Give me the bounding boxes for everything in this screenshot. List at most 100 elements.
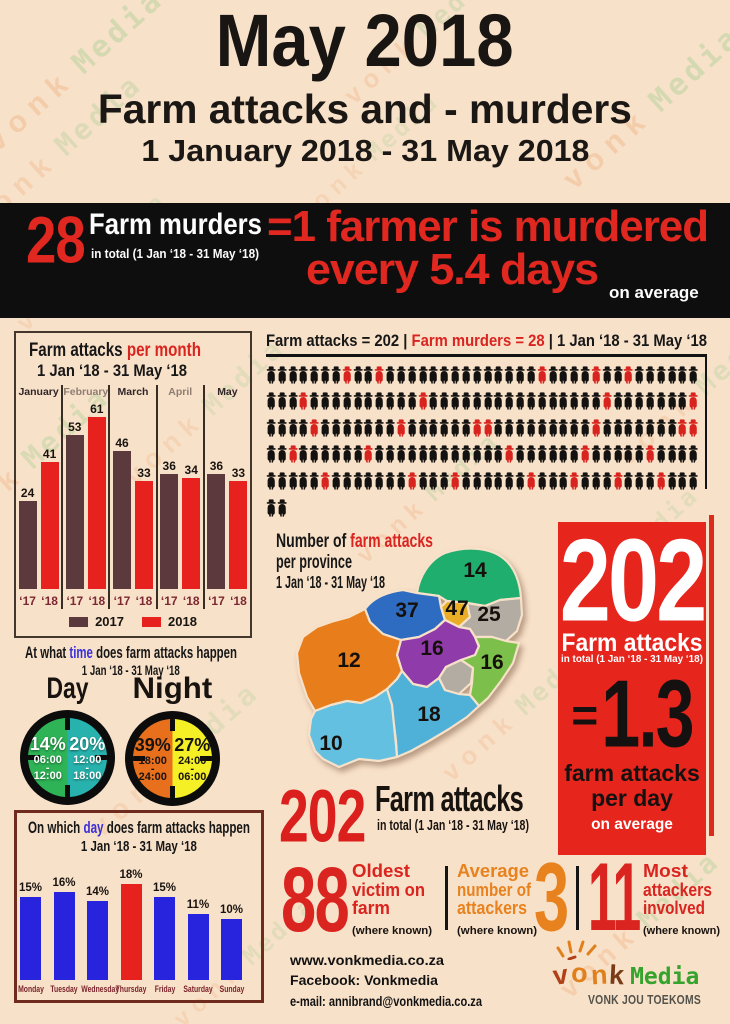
time-chart-title: At what time does farm attacks happen bbox=[0, 644, 262, 663]
attack-person-icon bbox=[472, 363, 482, 387]
pictogram-header: Farm attacks = 202 | Farm murders = 28 |… bbox=[266, 331, 707, 354]
bar-value: 33 bbox=[231, 465, 246, 480]
night-clock-label: Night bbox=[132, 672, 213, 705]
night-clock: 39% 18:00-24:00 27% 24:00-06:00 bbox=[125, 711, 220, 806]
bar-value: 46 bbox=[115, 436, 129, 450]
weekday-bar bbox=[20, 896, 41, 980]
weekday-bar bbox=[87, 901, 108, 980]
legend-item: 2018 bbox=[142, 614, 197, 629]
attack-person-icon bbox=[656, 363, 666, 387]
attack-person-icon bbox=[515, 469, 525, 493]
attack-person-icon bbox=[439, 469, 449, 493]
page-subtitle: Farm attacks and - murders bbox=[0, 89, 730, 130]
attack-person-icon bbox=[277, 469, 287, 493]
attack-person-icon bbox=[558, 469, 568, 493]
murder-person-icon bbox=[656, 469, 666, 493]
province-value-north-west: 37 bbox=[395, 599, 418, 622]
total-attacks-label: Farm attacks bbox=[375, 778, 524, 819]
stat-note: (where known) bbox=[352, 924, 433, 937]
murder-person-icon bbox=[407, 469, 417, 493]
attack-person-icon bbox=[667, 442, 677, 466]
monthly-chart-legend: 2017 2018 bbox=[16, 614, 250, 629]
stats-divider bbox=[576, 866, 579, 930]
segment-start: 24:00 bbox=[178, 755, 207, 767]
legend-label: 2017 bbox=[95, 614, 124, 629]
attack-person-icon bbox=[353, 363, 363, 387]
total-attacks-number: 202 bbox=[279, 773, 366, 858]
attack-person-icon bbox=[656, 442, 666, 466]
year-tick: ‘17 bbox=[113, 594, 131, 608]
attack-person-icon bbox=[353, 389, 363, 413]
bar-2017: 53 bbox=[65, 420, 84, 589]
stat-line: Oldest bbox=[352, 860, 410, 881]
attack-person-icon bbox=[591, 469, 601, 493]
attack-person-icon bbox=[298, 442, 308, 466]
attack-person-icon bbox=[439, 442, 449, 466]
province-value-mpumalanga: 25 bbox=[477, 603, 501, 626]
segment-percent: 27% bbox=[174, 735, 211, 755]
attack-person-icon bbox=[537, 442, 547, 466]
attack-person-icon bbox=[569, 416, 579, 440]
month-bars: 36 34 bbox=[158, 459, 203, 589]
segment-end: 06:00 bbox=[178, 771, 207, 783]
time-chart-subtitle: 1 Jan ‘18 - 31 May ‘18 bbox=[0, 662, 262, 678]
weekday-chart-subtitle: 1 Jan ‘18 - 31 May ‘18 bbox=[17, 838, 261, 855]
attack-person-icon bbox=[353, 469, 363, 493]
attack-person-icon bbox=[493, 416, 503, 440]
attack-person-icon bbox=[548, 442, 558, 466]
segment-start: 06:00 bbox=[33, 754, 62, 766]
year-ticks: ‘17 ‘18 bbox=[158, 594, 203, 608]
weekday-label: Tuesday bbox=[50, 984, 78, 994]
attack-person-icon bbox=[677, 469, 687, 493]
month-label: April bbox=[168, 386, 193, 398]
segment-dash: - bbox=[45, 762, 50, 774]
attack-person-icon bbox=[580, 469, 590, 493]
attack-person-icon bbox=[331, 442, 341, 466]
murder-person-icon bbox=[591, 363, 601, 387]
page-period-text: 1 January 2018 - 31 May 2018 bbox=[140, 133, 590, 168]
attack-person-icon bbox=[688, 442, 698, 466]
attack-person-icon bbox=[266, 469, 276, 493]
bar-value: 53 bbox=[68, 420, 82, 435]
murder-person-icon bbox=[645, 442, 655, 466]
time-title-row: At what time does farm attacks happen bbox=[25, 644, 237, 663]
clock-tick bbox=[65, 718, 70, 730]
province-value-gauteng: 47 bbox=[445, 597, 468, 620]
attack-person-icon bbox=[331, 469, 341, 493]
attack-person-icon bbox=[331, 389, 341, 413]
attack-person-icon bbox=[288, 416, 298, 440]
weekday-attacks-chart: On which day does farm attacks happen 1 … bbox=[14, 810, 264, 1003]
attack-person-icon bbox=[504, 389, 514, 413]
attack-person-icon bbox=[504, 416, 514, 440]
attack-person-icon bbox=[656, 389, 666, 413]
stat-line: farm bbox=[352, 897, 390, 918]
segment-percent: 39% bbox=[134, 735, 171, 755]
attack-person-icon bbox=[493, 363, 503, 387]
attack-person-icon bbox=[591, 442, 601, 466]
attack-person-icon bbox=[277, 442, 287, 466]
bar-2018: 33 bbox=[229, 466, 248, 589]
stat-line: Most bbox=[643, 860, 688, 881]
attack-person-icon bbox=[277, 496, 287, 520]
segment-dash: - bbox=[150, 763, 155, 775]
year-tick: ‘17 bbox=[19, 594, 36, 608]
pictogram-attacks-label: Farm attacks = 202 bbox=[266, 331, 400, 350]
time-title-suffix: does farm attacks happen bbox=[96, 644, 237, 662]
rate-box-rate: =1.3 bbox=[558, 666, 706, 761]
clock-halves: 39% 18:00-24:00 27% 24:00-06:00 bbox=[133, 719, 212, 798]
province-value-kwazulu-natal: 16 bbox=[480, 651, 503, 674]
attack-person-icon bbox=[450, 389, 460, 413]
murder-person-icon bbox=[688, 416, 698, 440]
attack-person-icon bbox=[288, 389, 298, 413]
murder-person-icon bbox=[537, 363, 547, 387]
most-attackers-label: Most attackers involved (where known) bbox=[643, 860, 724, 940]
attack-person-icon bbox=[277, 416, 287, 440]
attack-person-icon bbox=[634, 389, 644, 413]
stat-note: (where known) bbox=[457, 924, 538, 937]
attack-person-icon bbox=[677, 363, 687, 387]
attack-person-icon bbox=[580, 363, 590, 387]
attack-person-icon bbox=[439, 363, 449, 387]
attack-rate-box: 202 Farm attacks in total (1 Jan ‘18 - 3… bbox=[558, 522, 707, 855]
monthly-chart-plot: January 24 41 ‘17 ‘18 February 53 61 ‘17 ‘18 March… bbox=[16, 385, 250, 609]
attack-person-icon bbox=[461, 389, 471, 413]
